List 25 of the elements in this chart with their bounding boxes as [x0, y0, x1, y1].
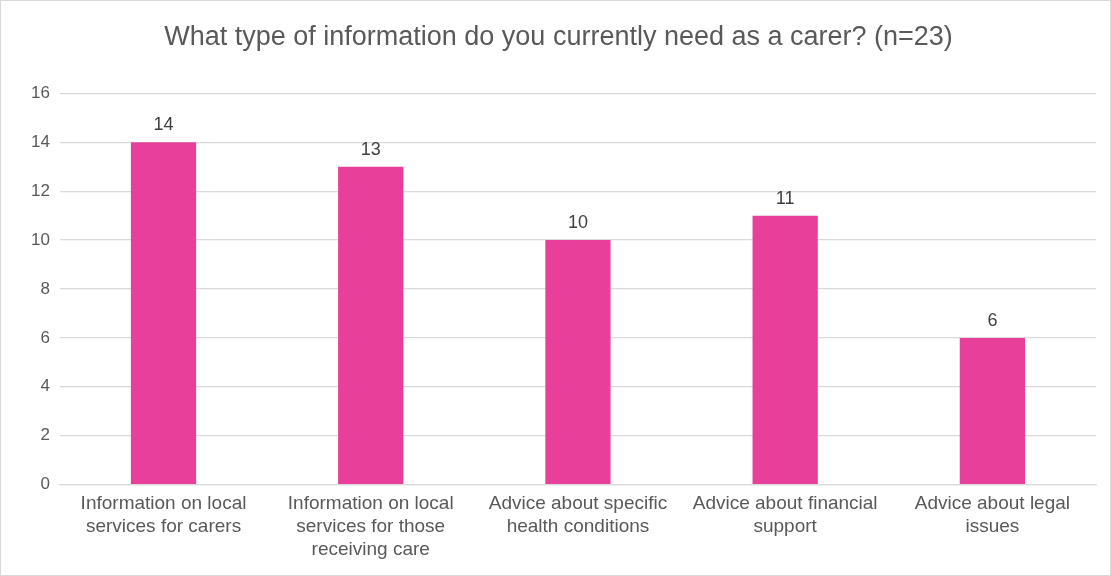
x-tick-label: Information on local services for those receiving care	[287, 492, 454, 559]
data-label: 6	[987, 309, 998, 330]
y-tick-label: 12	[30, 180, 50, 200]
y-tick-label: 8	[40, 278, 50, 298]
x-tick-label: Advice about specific health conditions	[488, 492, 668, 537]
y-tick-label: 2	[40, 425, 50, 445]
x-tick-label: Advice about legal issues	[914, 492, 1071, 537]
bar	[545, 240, 611, 484]
chart-title: What type of information do you currently need as a carer? (n=23)	[164, 20, 953, 51]
bar	[338, 166, 404, 484]
bar	[752, 215, 818, 484]
y-tick-label: 0	[40, 474, 50, 494]
x-tick-label: Information on local services for carers	[80, 492, 247, 537]
bar	[959, 337, 1026, 484]
data-label: 11	[775, 187, 795, 208]
bar	[130, 142, 197, 484]
data-label: 14	[153, 114, 174, 135]
x-tick-label: Advice about financial support	[692, 492, 878, 537]
y-tick-label: 4	[40, 376, 50, 396]
y-tick-label: 16	[30, 83, 50, 103]
data-label: 10	[567, 212, 588, 233]
y-tick-label: 10	[30, 229, 50, 249]
y-tick-label: 14	[30, 131, 50, 151]
y-tick-label: 6	[40, 327, 50, 347]
data-label: 13	[360, 138, 381, 159]
